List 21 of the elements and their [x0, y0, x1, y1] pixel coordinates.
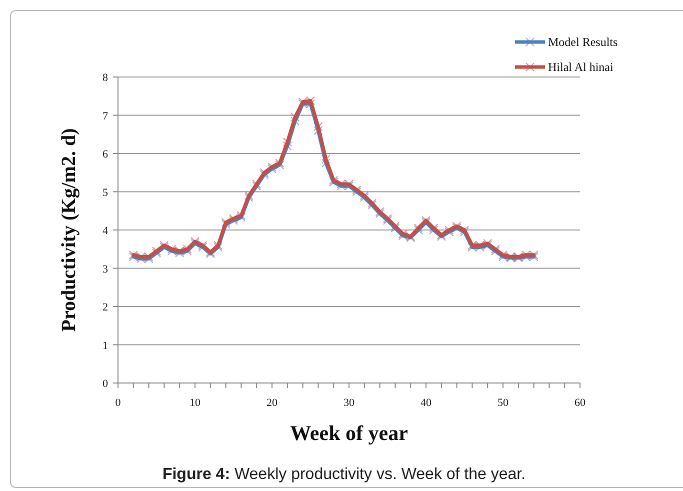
y-tick-label: 1: [102, 340, 108, 352]
x-tick-label: 40: [420, 397, 432, 409]
y-tick-label: 2: [102, 302, 108, 314]
y-tick-label: 6: [102, 148, 108, 160]
legend-label: Model Results: [548, 35, 618, 49]
x-axis-title: Week of year: [290, 421, 408, 445]
x-tick-label: 20: [266, 397, 278, 409]
x-tick-label: 0: [115, 397, 122, 409]
x-tick-label: 50: [498, 397, 509, 409]
y-tick-label: 4: [102, 225, 108, 237]
y-tick-label: 5: [102, 186, 108, 199]
caption: Figure 4: Weekly productivity vs. Week of the year.: [162, 466, 526, 483]
y-tick-label: 0: [102, 378, 108, 390]
y-axis-title: Productivity (Kg/m2. d): [58, 128, 80, 332]
x-tick-label: 30: [344, 397, 355, 409]
y-tick-label: 8: [102, 72, 108, 84]
legend-label: Hilal Al hinai: [548, 60, 614, 74]
y-tick-label: 7: [102, 110, 108, 122]
y-tick-label: 3: [102, 263, 108, 276]
x-tick-label: 60: [574, 397, 586, 409]
x-tick-label: 10: [190, 397, 201, 409]
